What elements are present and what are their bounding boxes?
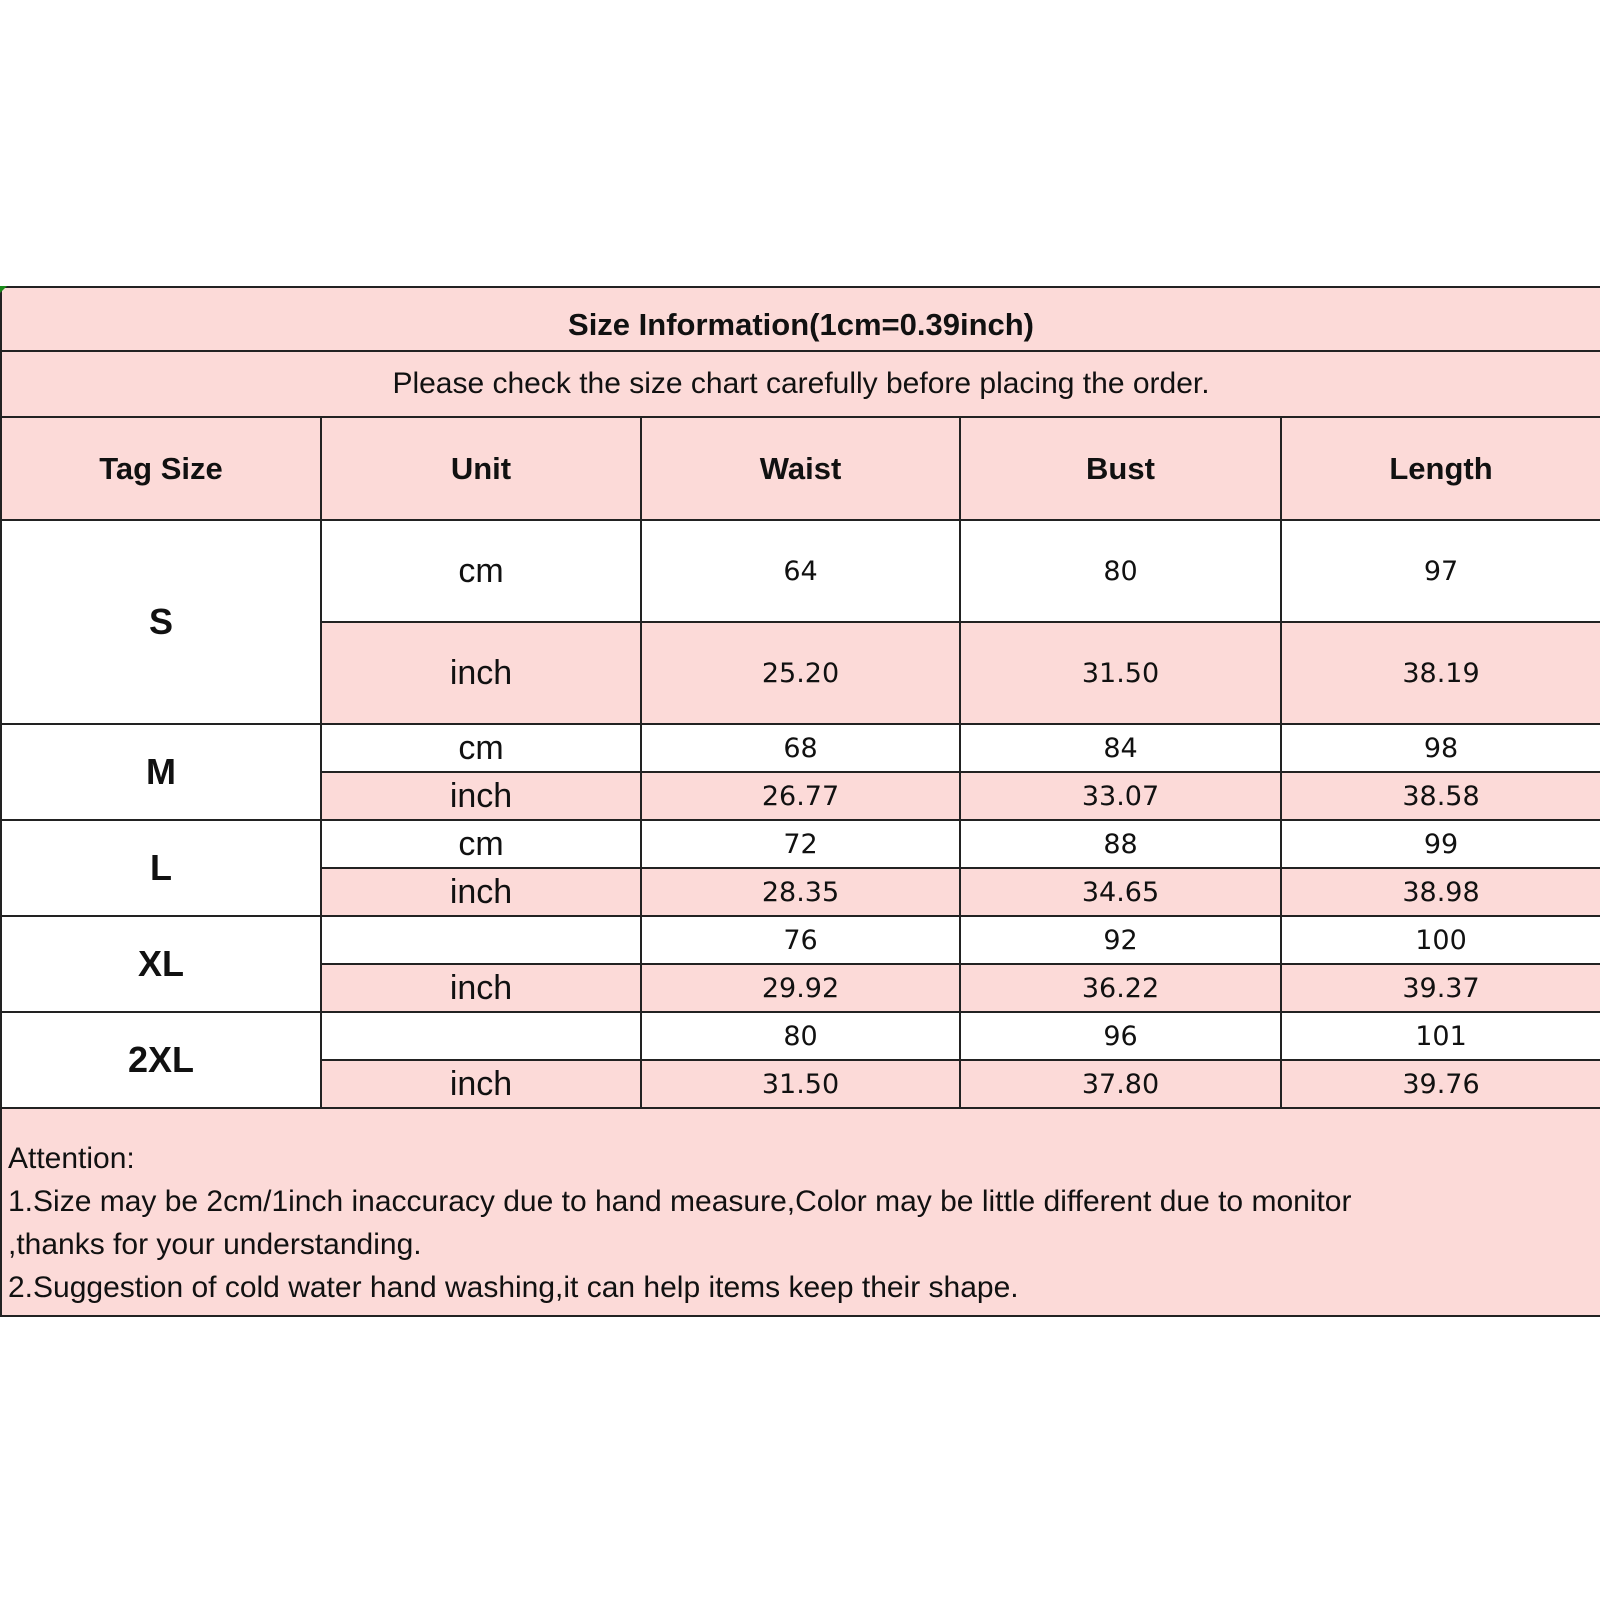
unit-cell: inch	[320, 867, 642, 917]
tag-size-cell: 2XL	[0, 1011, 322, 1109]
tag-size-cell: L	[0, 819, 322, 917]
bust-cell: 88	[959, 819, 1282, 869]
bust-cell: 36.22	[959, 963, 1282, 1013]
table-row: inch 26.77 33.07 38.58	[1, 771, 1600, 821]
attention-line: ,thanks for your understanding.	[8, 1228, 422, 1261]
waist-cell: 25.20	[640, 621, 961, 725]
bust-cell: 96	[959, 1011, 1282, 1061]
cell-corner-marker	[0, 286, 7, 293]
attention-notes: Attention: 1.Size may be 2cm/1inch inacc…	[0, 1107, 1600, 1317]
bust-cell: 37.80	[959, 1059, 1282, 1109]
tag-size-cell: S	[0, 519, 322, 725]
unit-cell: inch	[320, 771, 642, 821]
header-length: Length	[1279, 416, 1600, 521]
unit-cell	[320, 915, 642, 965]
bust-cell: 92	[959, 915, 1282, 965]
waist-cell: 80	[640, 1011, 961, 1061]
table-row: 2XL 80 96 101	[0, 1011, 1600, 1109]
unit-cell	[320, 1011, 642, 1061]
length-cell: 39.37	[1279, 963, 1600, 1013]
length-cell: 99	[1279, 819, 1600, 869]
waist-cell: 68	[640, 723, 961, 773]
length-cell: 38.58	[1279, 771, 1600, 821]
header-tag-size: Tag Size	[0, 416, 322, 521]
tag-size-cell: XL	[0, 915, 322, 1013]
length-cell: 98	[1279, 723, 1600, 773]
attention-line: 1.Size may be 2cm/1inch inaccuracy due t…	[8, 1185, 1352, 1218]
bust-cell: 80	[959, 519, 1282, 623]
header-unit: Unit	[320, 416, 642, 521]
chart-title: Size Information(1cm=0.39inch)	[0, 286, 1600, 352]
unit-cell: inch	[320, 963, 642, 1013]
length-cell: 39.76	[1279, 1059, 1600, 1109]
table-row: inch 28.35 34.65 38.98	[1, 867, 1600, 917]
attention-heading: Attention:	[8, 1142, 135, 1175]
bust-cell: 31.50	[959, 621, 1282, 725]
table-row: inch 25.20 31.50 38.19	[1, 621, 1600, 725]
length-cell: 97	[1279, 519, 1600, 623]
length-cell: 100	[1279, 915, 1600, 965]
waist-cell: 76	[640, 915, 961, 965]
waist-cell: 29.92	[640, 963, 961, 1013]
waist-cell: 26.77	[640, 771, 961, 821]
length-cell: 101	[1279, 1011, 1600, 1061]
length-cell: 38.98	[1279, 867, 1600, 917]
table-row: inch 31.50 37.80 39.76	[1, 1059, 1600, 1109]
waist-cell: 72	[640, 819, 961, 869]
unit-cell: cm	[320, 519, 642, 623]
table-row: XL 76 92 100	[0, 915, 1600, 1013]
waist-cell: 64	[640, 519, 961, 623]
header-row: Tag Size Unit Waist Bust Length	[0, 416, 1600, 521]
bust-cell: 33.07	[959, 771, 1282, 821]
unit-cell: cm	[320, 819, 642, 869]
unit-cell: inch	[320, 1059, 642, 1109]
header-bust: Bust	[959, 416, 1282, 521]
bust-cell: 84	[959, 723, 1282, 773]
waist-cell: 28.35	[640, 867, 961, 917]
bust-cell: 34.65	[959, 867, 1282, 917]
waist-cell: 31.50	[640, 1059, 961, 1109]
unit-cell: inch	[320, 621, 642, 725]
unit-cell: cm	[320, 723, 642, 773]
length-cell: 38.19	[1279, 621, 1600, 725]
attention-line: 2.Suggestion of cold water hand washing,…	[8, 1271, 1019, 1304]
size-chart-table: Size Information(1cm=0.39inch) Please ch…	[0, 286, 1600, 1317]
header-waist: Waist	[640, 416, 961, 521]
chart-subtitle: Please check the size chart carefully be…	[0, 350, 1600, 418]
tag-size-cell: M	[0, 723, 322, 821]
table-row: inch 29.92 36.22 39.37	[1, 963, 1600, 1013]
